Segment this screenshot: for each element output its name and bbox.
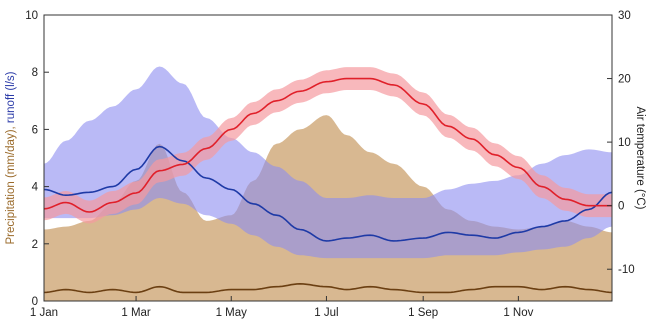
right-y-tick-label: 10 xyxy=(618,137,631,149)
x-tick-label: 1 May xyxy=(216,307,248,319)
left-y-tick-label: 6 xyxy=(32,124,38,136)
left-y-tick-label: 10 xyxy=(25,10,38,22)
x-tick-label: 1 Jan xyxy=(30,307,58,319)
lines-layer xyxy=(43,77,613,294)
runoff-line xyxy=(43,145,613,242)
left-axis-label-part: runoff (l/s) xyxy=(5,71,17,123)
left-y-tick-label: 8 xyxy=(32,67,38,79)
plot-frame xyxy=(43,14,613,302)
left-axis-label-part: Precipitation (mm/day), xyxy=(5,123,17,244)
x-tick-label: 1 Sep xyxy=(408,307,438,319)
right-y-tick-label: 20 xyxy=(618,74,631,86)
axis-labels-layer: Precipitation (mm/day), runoff (l/s) Air… xyxy=(5,71,646,244)
left-y-tick-label: 0 xyxy=(32,296,38,308)
left-y-tick-label: 2 xyxy=(32,239,38,251)
right-y-tick-label: 30 xyxy=(618,10,631,22)
bands-layer xyxy=(44,66,612,301)
runoff-band xyxy=(44,66,612,259)
right-axis-label: Air temperature (°C) xyxy=(634,106,646,209)
x-tick-label: 1 Mar xyxy=(121,307,151,319)
x-tick-label: 1 Jul xyxy=(314,307,338,319)
left-y-tick-label: 4 xyxy=(32,182,39,194)
right-y-tick-label: -10 xyxy=(618,264,635,276)
axes-layer xyxy=(43,14,613,302)
x-tick-label: 1 Nov xyxy=(503,307,533,319)
ticks-layer: 1 Jan 1 Mar 1 May 1 Jul 1 Sep 1 Nov 0 2 4 6 8 10 -10… xyxy=(25,10,634,319)
precipitation-line xyxy=(43,282,613,294)
right-y-tick-label: 0 xyxy=(618,201,624,213)
air-temperature-line xyxy=(43,77,612,213)
left-axis-label: Precipitation (mm/day), runoff (l/s) xyxy=(5,71,17,244)
